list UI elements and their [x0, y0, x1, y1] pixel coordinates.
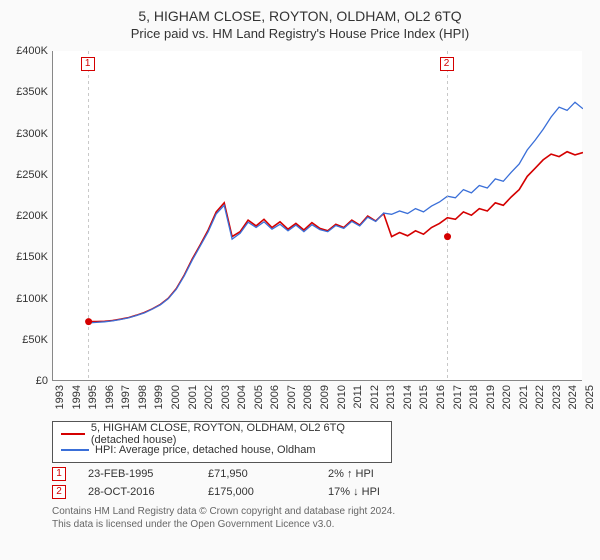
x-axis-label: 2020 [501, 385, 513, 419]
x-axis-label: 2025 [584, 385, 596, 419]
x-axis-label: 1997 [120, 385, 132, 419]
sale-row: 1 23-FEB-1995£71,9502% ↑ HPI [52, 467, 590, 481]
sale-marker-dot [85, 318, 92, 325]
series-line [89, 102, 583, 323]
x-axis-label: 2023 [551, 385, 563, 419]
y-axis-label: £100K [10, 293, 48, 305]
chart-area: £0 £50K £100K £150K £200K £250K £300K £350K £400… [10, 47, 590, 417]
x-axis-label: 1996 [104, 385, 116, 419]
sale-date: 28-OCT-2016 [88, 486, 208, 498]
disclaimer: Contains HM Land Registry data © Crown c… [52, 505, 590, 531]
sale-row-marker: 2 [52, 485, 66, 499]
disclaimer-line-2: This data is licensed under the Open Gov… [52, 518, 590, 531]
sale-row: 2 28-OCT-2016£175,00017% ↓ HPI [52, 485, 590, 499]
x-axis-label: 2005 [253, 385, 265, 419]
x-axis-label: 2006 [269, 385, 281, 419]
sale-marker-box: 2 [440, 57, 454, 71]
sale-price: £71,950 [208, 468, 328, 480]
legend-box: 5, HIGHAM CLOSE, ROYTON, OLDHAM, OL2 6TQ… [52, 421, 392, 463]
chart-container: 5, HIGHAM CLOSE, ROYTON, OLDHAM, OL2 6TQ… [0, 0, 600, 560]
x-axis-label: 2021 [518, 385, 530, 419]
y-axis-label: £250K [10, 169, 48, 181]
disclaimer-line-1: Contains HM Land Registry data © Crown c… [52, 505, 590, 518]
x-axis-label: 2011 [352, 385, 364, 419]
legend-swatch-1 [61, 433, 85, 435]
y-axis-label: £200K [10, 210, 48, 222]
x-axis-label: 1993 [54, 385, 66, 419]
chart-title: 5, HIGHAM CLOSE, ROYTON, OLDHAM, OL2 6TQ [10, 8, 590, 24]
x-axis-label: 2008 [302, 385, 314, 419]
y-axis-label: £350K [10, 86, 48, 98]
legend-label-1: 5, HIGHAM CLOSE, ROYTON, OLDHAM, OL2 6TQ… [91, 422, 383, 446]
y-axis-label: £400K [10, 45, 48, 57]
x-axis-label: 2004 [236, 385, 248, 419]
chart-subtitle: Price paid vs. HM Land Registry's House … [10, 26, 590, 41]
plot-surface [52, 51, 582, 381]
x-axis-label: 1999 [153, 385, 165, 419]
x-axis-label: 2015 [418, 385, 430, 419]
x-axis-label: 2016 [435, 385, 447, 419]
sale-row-marker: 1 [52, 467, 66, 481]
x-axis-label: 2010 [336, 385, 348, 419]
legend-row-1: 5, HIGHAM CLOSE, ROYTON, OLDHAM, OL2 6TQ… [61, 426, 383, 442]
x-axis-label: 1994 [71, 385, 83, 419]
y-axis-label: £0 [10, 375, 48, 387]
sale-delta: 17% ↓ HPI [328, 486, 448, 498]
plot-svg [53, 51, 583, 381]
sale-date: 23-FEB-1995 [88, 468, 208, 480]
x-axis-label: 1995 [87, 385, 99, 419]
y-axis-label: £300K [10, 128, 48, 140]
x-axis-label: 2002 [203, 385, 215, 419]
x-axis-label: 2009 [319, 385, 331, 419]
sale-marker-dot [444, 233, 451, 240]
x-axis-label: 2007 [286, 385, 298, 419]
x-axis-label: 2001 [187, 385, 199, 419]
x-axis-label: 2022 [534, 385, 546, 419]
x-axis-label: 2019 [485, 385, 497, 419]
x-axis-label: 2017 [452, 385, 464, 419]
legend-swatch-2 [61, 449, 89, 451]
x-axis-label: 2012 [369, 385, 381, 419]
x-axis-label: 2014 [402, 385, 414, 419]
sale-delta: 2% ↑ HPI [328, 468, 448, 480]
legend-label-2: HPI: Average price, detached house, Oldh… [95, 444, 316, 456]
x-axis-label: 2024 [567, 385, 579, 419]
sale-marker-box: 1 [81, 57, 95, 71]
x-axis-label: 2013 [385, 385, 397, 419]
x-axis-label: 1998 [137, 385, 149, 419]
series-line [89, 152, 583, 322]
sale-price: £175,000 [208, 486, 328, 498]
x-axis-label: 2003 [220, 385, 232, 419]
x-axis-label: 2018 [468, 385, 480, 419]
y-axis-label: £150K [10, 251, 48, 263]
x-axis-label: 2000 [170, 385, 182, 419]
y-axis-label: £50K [10, 334, 48, 346]
